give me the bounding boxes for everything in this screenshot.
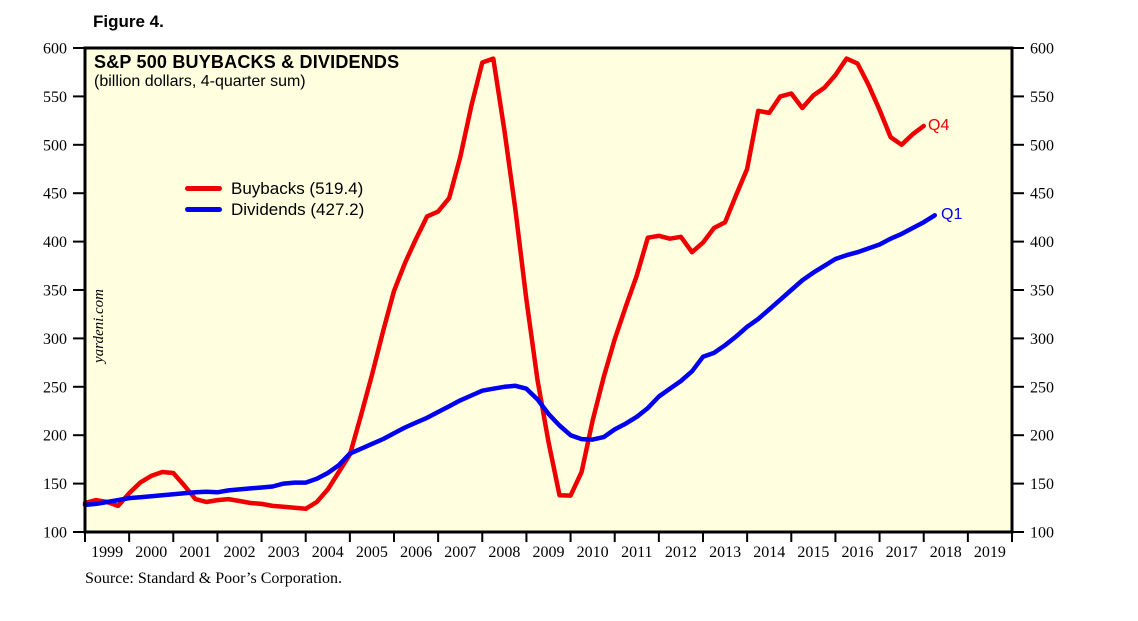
x-tick-label: 2013: [709, 544, 741, 561]
y-tick-label-right: 550: [1030, 89, 1054, 106]
x-tick-label: 2009: [533, 544, 565, 561]
y-tick-label-left: 100: [43, 525, 67, 542]
legend-item-buybacks: Buybacks (519.4): [185, 178, 364, 199]
x-tick-label: 2014: [753, 544, 785, 561]
legend-label-buybacks: Buybacks (519.4): [231, 178, 364, 198]
plot-background: [85, 48, 1012, 532]
x-tick-label: 2010: [577, 544, 609, 561]
x-tick-label: 2011: [621, 544, 652, 561]
plot-frame: [83, 46, 1014, 534]
x-tick-label: 2017: [886, 544, 918, 561]
x-tick-label: 2007: [444, 544, 476, 561]
x-tick-label: 2001: [179, 544, 211, 561]
x-tick-label: 2018: [930, 544, 962, 561]
y-tick-label-left: 600: [43, 41, 67, 58]
y-tick-label-right: 350: [1030, 283, 1054, 300]
y-tick-label-right: 500: [1030, 137, 1054, 154]
x-tick-label: 2016: [842, 544, 874, 561]
dividends-line-swatch: [185, 207, 222, 212]
y-tick-label-right: 250: [1030, 379, 1054, 396]
legend-item-dividends: Dividends (427.2): [185, 199, 364, 220]
x-tick-label: 2000: [135, 544, 167, 561]
source-note: Source: Standard & Poor’s Corporation.: [85, 570, 343, 587]
buybacks-line-swatch: [185, 186, 222, 191]
x-tick-label: 2002: [224, 544, 256, 561]
y-tick-label-right: 450: [1030, 186, 1054, 203]
x-tick-label: 1999: [91, 544, 123, 561]
y-tick-label-right: 400: [1030, 234, 1054, 251]
y-tick-label-left: 400: [43, 234, 67, 251]
legend: Buybacks (519.4) Dividends (427.2): [185, 178, 364, 220]
x-tick-label: 2004: [312, 544, 344, 561]
x-tick-label: 2005: [356, 544, 388, 561]
dividends-line: [82, 213, 938, 508]
y-tick-label-right: 200: [1030, 428, 1054, 445]
y-tick-label-left: 200: [43, 428, 67, 445]
x-tick-label: 2003: [268, 544, 300, 561]
y-tick-label-left: 350: [43, 283, 67, 300]
buybacks-end-label: Q4: [928, 117, 950, 134]
x-tick-label: 2006: [400, 544, 432, 561]
chart-subtitle: (billion dollars, 4-quarter sum): [94, 73, 306, 90]
legend-label-dividends: Dividends (427.2): [231, 199, 365, 219]
watermark-yardeni: yardeni.com: [91, 288, 107, 363]
y-tick-label-left: 300: [43, 331, 67, 348]
y-tick-label-left: 500: [43, 137, 67, 154]
x-tick-label: 2008: [488, 544, 520, 561]
figure-label: Figure 4.: [93, 12, 164, 31]
chart-title: S&P 500 BUYBACKS & DIVIDENDS: [94, 52, 400, 72]
y-tick-label-left: 450: [43, 186, 67, 203]
x-tick-label: 2015: [797, 544, 829, 561]
y-tick-label-left: 250: [43, 379, 67, 396]
x-tick-label: 2012: [665, 544, 697, 561]
y-tick-label-right: 600: [1030, 41, 1054, 58]
x-tick-label: 2019: [974, 544, 1006, 561]
dividends-end-label: Q1: [941, 206, 963, 223]
y-tick-label-right: 100: [1030, 525, 1054, 542]
y-tick-label-left: 550: [43, 89, 67, 106]
y-tick-label-right: 300: [1030, 331, 1054, 348]
y-tick-label-left: 150: [43, 476, 67, 493]
buybacks-line: [82, 56, 926, 512]
y-tick-label-right: 150: [1030, 476, 1054, 493]
